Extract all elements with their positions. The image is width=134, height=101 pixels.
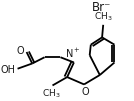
Text: O: O (82, 87, 89, 97)
Text: CH$_3$: CH$_3$ (94, 10, 113, 23)
Text: CH$_3$: CH$_3$ (42, 88, 60, 100)
Text: O: O (17, 46, 24, 56)
Text: N$^+$: N$^+$ (65, 47, 81, 60)
Text: OH: OH (0, 65, 15, 75)
Text: Br⁻: Br⁻ (92, 1, 111, 14)
